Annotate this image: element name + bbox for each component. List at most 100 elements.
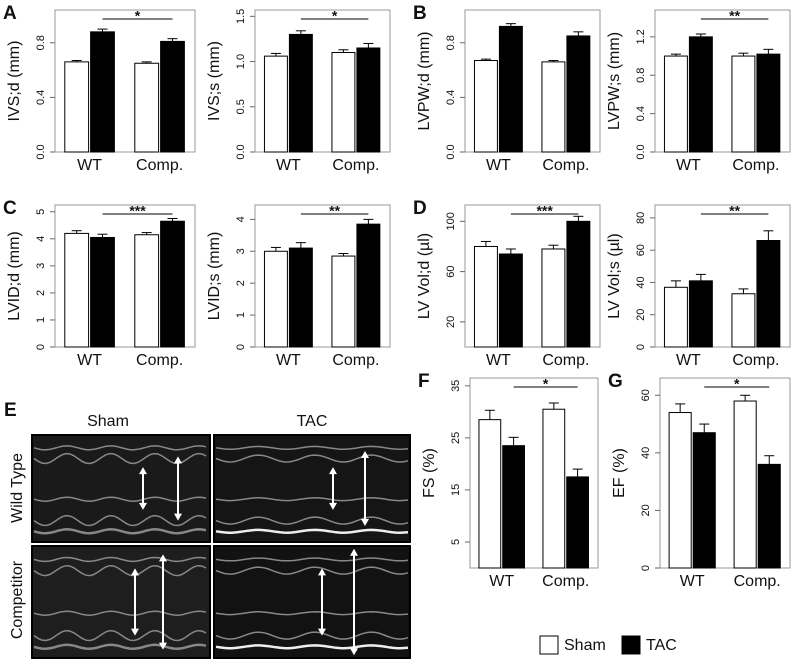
- y-axis-label: LVID;d (mm): [6, 231, 23, 320]
- bar: [731, 293, 756, 348]
- plot-frame: [54, 204, 196, 348]
- bar: [541, 248, 566, 348]
- significance-label: *: [332, 8, 338, 24]
- panel-letter: B: [413, 3, 427, 24]
- y-tick-label: 0.0: [35, 144, 47, 159]
- bar: [498, 25, 523, 153]
- y-tick-label: 0: [640, 565, 652, 571]
- bar: [90, 236, 115, 348]
- significance-label: **: [729, 8, 740, 24]
- y-axis-label: EF (%): [611, 448, 628, 498]
- plot-frame: [464, 204, 601, 348]
- y-tick-label: 0.0: [635, 144, 647, 159]
- echo-arrowhead: [159, 554, 167, 562]
- echo-image: [213, 545, 411, 659]
- x-tick-label: Comp.: [734, 573, 781, 590]
- panel-letter: C: [3, 198, 17, 219]
- echo-panel: E Sham TAC Wild Type Competitor: [4, 400, 411, 659]
- x-tick-label: Comp.: [542, 352, 589, 369]
- bar: [134, 62, 160, 153]
- legend-label: TAC: [646, 637, 677, 654]
- bar: [134, 234, 160, 348]
- bar: [566, 476, 589, 569]
- y-tick-label: 4: [235, 216, 247, 222]
- bar: [64, 232, 90, 348]
- x-tick-label: WT: [680, 573, 705, 590]
- bar: [502, 445, 525, 569]
- echo-arrowhead: [318, 568, 326, 576]
- y-tick-label: 40: [635, 276, 647, 288]
- y-tick-label: 60: [640, 389, 652, 401]
- echo-trace: [215, 631, 409, 640]
- echo-arrowhead: [174, 513, 182, 521]
- x-tick-label: Comp.: [332, 157, 379, 174]
- bar: [541, 61, 566, 153]
- y-tick-label: 40: [640, 447, 652, 459]
- chart: F FS (%) 5 15 25 35 WT Comp. *: [418, 371, 599, 590]
- y-tick-label: 0.8: [635, 68, 647, 83]
- plot-frame: [659, 377, 791, 569]
- bar: [263, 250, 288, 348]
- bar: [160, 40, 185, 153]
- echo-arrowhead: [318, 628, 326, 636]
- x-tick-label: WT: [276, 352, 301, 369]
- bar: [566, 35, 591, 153]
- echo-trace: [215, 528, 409, 534]
- y-tick-label: 1.5: [235, 9, 247, 24]
- y-tick-label: 1: [35, 317, 47, 323]
- bar: [356, 223, 381, 348]
- echo-arrowhead: [350, 648, 358, 656]
- x-tick-label: Comp.: [136, 352, 183, 369]
- chart: C LVID;d (mm) 0 1 2 3 4 5 WT Comp. ***: [3, 198, 196, 369]
- bar: [288, 33, 313, 153]
- x-tick-label: WT: [676, 352, 701, 369]
- chart: LVPW;s (mm) 0.0 0.4 0.8 1.2 WT Comp. **: [606, 8, 791, 174]
- chart: IVS;s (mm) 0.0 0.5 1.0 1.5 WT Comp. *: [206, 8, 391, 174]
- significance-label: *: [543, 376, 549, 392]
- y-tick-label: 1: [235, 312, 247, 318]
- y-tick-label: 60: [445, 265, 457, 277]
- echo-trace: [215, 497, 409, 502]
- echo-arrowhead: [329, 502, 337, 510]
- chart: LV Vol;s (µl) 0 20 40 60 80 WT Comp. **: [606, 203, 791, 369]
- chart: LVID;s (mm) 0 1 2 3 4 WT Comp. **: [206, 203, 391, 369]
- row-label: Competitor: [9, 560, 26, 639]
- y-tick-label: 5: [35, 209, 47, 215]
- echo-trace: [33, 610, 207, 616]
- y-tick-label: 80: [635, 212, 647, 224]
- x-tick-label: Comp.: [732, 157, 779, 174]
- echo-trace: [215, 566, 409, 575]
- bar: [331, 52, 356, 153]
- y-tick-label: 2: [35, 290, 47, 296]
- echo-trace: [215, 611, 409, 616]
- x-tick-label: Comp.: [542, 573, 589, 590]
- bar: [64, 61, 90, 153]
- panel-letter: G: [608, 371, 623, 392]
- echo-trace: [215, 644, 409, 650]
- bar: [331, 255, 356, 348]
- y-tick-label: 5: [450, 539, 462, 545]
- x-tick-label: WT: [676, 157, 701, 174]
- significance-label: **: [729, 203, 740, 219]
- echo-trace: [33, 564, 207, 577]
- x-tick-label: WT: [486, 157, 511, 174]
- bar: [757, 463, 781, 569]
- y-tick-label: 0.0: [235, 144, 247, 159]
- panel-letter: A: [3, 3, 17, 24]
- bar: [542, 408, 566, 569]
- y-tick-label: 2: [235, 280, 247, 286]
- echo-arrowhead: [139, 502, 147, 510]
- y-tick-label: 100: [445, 212, 457, 230]
- y-tick-label: 25: [450, 432, 462, 444]
- x-tick-label: WT: [276, 157, 301, 174]
- echo-trace: [33, 629, 207, 642]
- echo-arrowhead: [174, 456, 182, 464]
- y-tick-label: 0.8: [35, 35, 47, 50]
- panel-letter: E: [4, 400, 17, 421]
- echo-arrowhead: [350, 548, 358, 556]
- bar: [663, 55, 688, 153]
- bar: [733, 400, 757, 569]
- x-tick-label: WT: [77, 352, 102, 369]
- x-tick-label: WT: [486, 352, 511, 369]
